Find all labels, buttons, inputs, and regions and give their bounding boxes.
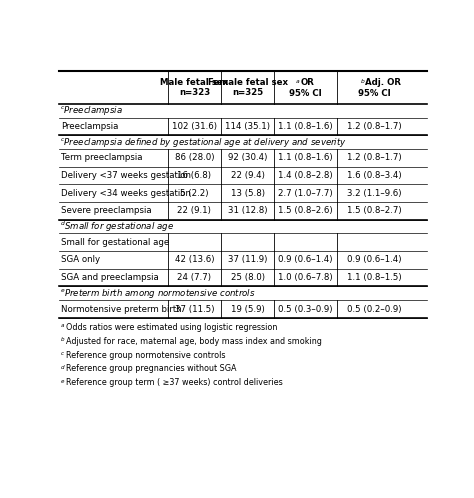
Text: $^{e}$Preterm birth among normotensive controls: $^{e}$Preterm birth among normotensive c… xyxy=(60,287,255,300)
Text: 5 (2.2): 5 (2.2) xyxy=(180,189,209,198)
Text: 22 (9.4): 22 (9.4) xyxy=(231,171,264,180)
Text: 13 (5.8): 13 (5.8) xyxy=(231,189,264,198)
Text: $^{d}$Small for gestational age: $^{d}$Small for gestational age xyxy=(60,219,174,234)
Text: SGA only: SGA only xyxy=(61,255,100,264)
Text: 1.1 (0.8–1.6): 1.1 (0.8–1.6) xyxy=(278,153,333,162)
Text: 25 (8.0): 25 (8.0) xyxy=(231,273,264,282)
Text: $^{b}$: $^{b}$ xyxy=(360,78,365,87)
Text: $^{c}$Preeclampsia defined by gestational age at delivery and severity: $^{c}$Preeclampsia defined by gestationa… xyxy=(60,135,347,149)
Text: Severe preeclampsia: Severe preeclampsia xyxy=(61,206,151,215)
Text: 16 (6.8): 16 (6.8) xyxy=(177,171,211,180)
Text: Adj. OR: Adj. OR xyxy=(365,78,401,87)
Text: 92 (30.4): 92 (30.4) xyxy=(228,153,267,162)
Text: 1.1 (0.8–1.5): 1.1 (0.8–1.5) xyxy=(347,273,402,282)
Text: 37 (11.9): 37 (11.9) xyxy=(228,255,267,264)
Text: $^{a}$: $^{a}$ xyxy=(60,323,65,332)
Text: 3.2 (1.1–9.6): 3.2 (1.1–9.6) xyxy=(347,189,401,198)
Text: 1.6 (0.8–3.4): 1.6 (0.8–3.4) xyxy=(347,171,402,180)
Text: Normotensive preterm birth: Normotensive preterm birth xyxy=(61,304,182,314)
Text: Small for gestational age: Small for gestational age xyxy=(61,238,169,247)
Text: Preeclampsia: Preeclampsia xyxy=(61,122,118,131)
Text: Male fetal sex
n=323: Male fetal sex n=323 xyxy=(160,78,228,97)
Text: Female fetal sex
n=325: Female fetal sex n=325 xyxy=(208,78,288,97)
Text: 0.9 (0.6–1.4): 0.9 (0.6–1.4) xyxy=(347,255,401,264)
Text: 19 (5.9): 19 (5.9) xyxy=(231,304,264,314)
Text: Delivery <34 weeks gestation: Delivery <34 weeks gestation xyxy=(61,189,191,198)
Text: 1.2 (0.8–1.7): 1.2 (0.8–1.7) xyxy=(347,153,402,162)
Text: $^{b}$: $^{b}$ xyxy=(60,337,65,346)
Text: Reference group pregnancies without SGA: Reference group pregnancies without SGA xyxy=(66,365,237,374)
Text: 114 (35.1): 114 (35.1) xyxy=(225,122,270,131)
Text: 31 (12.8): 31 (12.8) xyxy=(228,206,267,215)
Text: 95% CI: 95% CI xyxy=(358,89,391,98)
Text: $^{a}$: $^{a}$ xyxy=(295,78,301,87)
Text: 1.2 (0.8–1.7): 1.2 (0.8–1.7) xyxy=(347,122,402,131)
Text: Adjusted for race, maternal age, body mass index and smoking: Adjusted for race, maternal age, body ma… xyxy=(66,337,322,346)
Text: 86 (28.0): 86 (28.0) xyxy=(175,153,214,162)
Text: Term preeclampsia: Term preeclampsia xyxy=(61,153,142,162)
Text: $^{c}$Preeclampsia: $^{c}$Preeclampsia xyxy=(60,104,123,117)
Text: 95% CI: 95% CI xyxy=(289,89,322,98)
Text: 1.5 (0.8–2.6): 1.5 (0.8–2.6) xyxy=(278,206,333,215)
Text: 0.5 (0.2–0.9): 0.5 (0.2–0.9) xyxy=(347,304,401,314)
Text: 2.7 (1.0–7.7): 2.7 (1.0–7.7) xyxy=(278,189,333,198)
Text: 102 (31.6): 102 (31.6) xyxy=(172,122,217,131)
Text: 1.4 (0.8–2.8): 1.4 (0.8–2.8) xyxy=(278,171,333,180)
Text: 42 (13.6): 42 (13.6) xyxy=(175,255,214,264)
Text: Reference group normotensive controls: Reference group normotensive controls xyxy=(66,351,225,360)
Text: Delivery <37 weeks gestation: Delivery <37 weeks gestation xyxy=(61,171,191,180)
Text: $^{e}$: $^{e}$ xyxy=(60,378,65,387)
Text: 1.1 (0.8–1.6): 1.1 (0.8–1.6) xyxy=(278,122,333,131)
Text: 1.5 (0.8–2.7): 1.5 (0.8–2.7) xyxy=(347,206,402,215)
Text: 22 (9.1): 22 (9.1) xyxy=(177,206,211,215)
Text: SGA and preeclampsia: SGA and preeclampsia xyxy=(61,273,158,282)
Text: Odds ratios were estimated using logistic regression: Odds ratios were estimated using logisti… xyxy=(66,323,277,332)
Text: $^{d}$: $^{d}$ xyxy=(60,365,66,374)
Text: 0.5 (0.3–0.9): 0.5 (0.3–0.9) xyxy=(278,304,333,314)
Text: $^{c}$: $^{c}$ xyxy=(60,351,65,360)
Text: 1.0 (0.6–7.8): 1.0 (0.6–7.8) xyxy=(278,273,333,282)
Text: 0.9 (0.6–1.4): 0.9 (0.6–1.4) xyxy=(278,255,333,264)
Text: Reference group term ( ≥37 weeks) control deliveries: Reference group term ( ≥37 weeks) contro… xyxy=(66,378,283,387)
Text: OR: OR xyxy=(301,78,315,87)
Text: 37 (11.5): 37 (11.5) xyxy=(175,304,214,314)
Text: 24 (7.7): 24 (7.7) xyxy=(177,273,211,282)
